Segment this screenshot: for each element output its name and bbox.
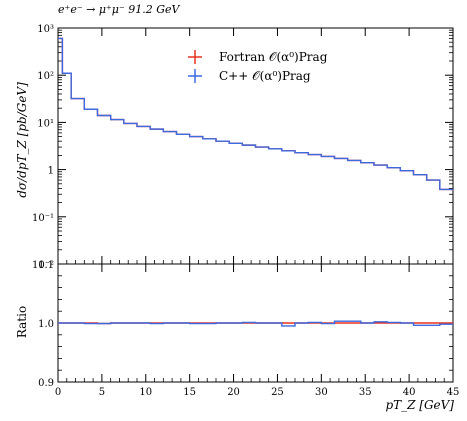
main-y-tick-label: 10⁻¹ [32, 213, 54, 224]
x-tick-label: 25 [271, 387, 284, 398]
main-y-tick-label: 10⁻² [32, 260, 54, 271]
legend-label-fortran: Fortran 𝒪(α⁰)Prag [219, 50, 328, 64]
ratio-series-cpp [58, 320, 453, 327]
main-y-tick-label: 10¹ [37, 118, 54, 129]
x-tick-label: 20 [227, 387, 240, 398]
chart-title: e⁺e⁻ → μ⁺μ⁻ 91.2 GeV [58, 3, 180, 16]
legend-entry-cpp: C++ 𝒪(α⁰)Prag [188, 69, 311, 83]
main-series-cpp [58, 37, 453, 191]
x-ticks: 0 5 10 15 20 25 30 35 40 45 [55, 28, 460, 398]
ratio-y-tick-label: 1.0 [38, 319, 54, 330]
legend-label-cpp: C++ 𝒪(α⁰)Prag [219, 69, 311, 83]
x-tick-label: 45 [447, 387, 460, 398]
main-y-tick-label: 10³ [37, 24, 54, 35]
x-tick-label: 0 [55, 387, 61, 398]
main-y-tick-label: 1 [48, 166, 54, 177]
x-tick-label: 10 [139, 387, 152, 398]
ratio-y-tick-label: 1.1 [38, 260, 54, 271]
legend: Fortran 𝒪(α⁰)Prag C++ 𝒪(α⁰)Prag [188, 50, 328, 83]
x-axis-label: pT_Z [GeV] [385, 398, 454, 412]
x-tick-label: 30 [315, 387, 328, 398]
ratio-series-group [58, 320, 453, 327]
x-tick-label: 15 [183, 387, 196, 398]
main-series-group [58, 37, 453, 191]
main-y-tick-label: 10² [37, 71, 54, 82]
ratio-y-tick-label: 0.9 [38, 378, 54, 389]
x-tick-label: 5 [99, 387, 105, 398]
x-tick-label: 40 [403, 387, 416, 398]
main-y-ticks: 10⁻² 10⁻¹ 1 10¹ 10² 10³ [32, 24, 453, 271]
x-tick-label: 35 [359, 387, 372, 398]
legend-entry-fortran: Fortran 𝒪(α⁰)Prag [188, 50, 328, 64]
ratio-y-ticks: 0.9 1.0 1.1 [38, 260, 453, 389]
